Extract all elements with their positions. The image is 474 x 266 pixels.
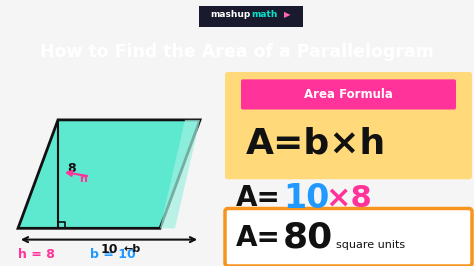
Text: square units: square units xyxy=(336,240,405,250)
Text: h: h xyxy=(79,174,87,184)
Text: 10: 10 xyxy=(100,243,118,256)
Text: ▶: ▶ xyxy=(284,10,291,19)
Text: b = 10: b = 10 xyxy=(90,248,136,261)
Text: A=: A= xyxy=(236,184,281,212)
FancyBboxPatch shape xyxy=(225,209,472,266)
Text: 80: 80 xyxy=(283,221,333,255)
FancyBboxPatch shape xyxy=(199,6,303,27)
Text: Area Formula: Area Formula xyxy=(304,88,393,101)
Text: math: math xyxy=(251,10,278,19)
Text: How to Find the Area of a Parallelogram: How to Find the Area of a Parallelogram xyxy=(40,43,434,61)
Text: ×8: ×8 xyxy=(325,184,372,213)
Polygon shape xyxy=(18,120,200,228)
Text: ←b: ←b xyxy=(124,244,141,254)
Text: 10: 10 xyxy=(283,182,329,215)
FancyBboxPatch shape xyxy=(225,72,472,179)
Text: A=: A= xyxy=(236,224,281,252)
Polygon shape xyxy=(160,120,200,228)
Text: 8: 8 xyxy=(67,163,76,175)
Text: h = 8: h = 8 xyxy=(18,248,55,261)
Text: A=b×h: A=b×h xyxy=(246,126,386,160)
Text: mashup: mashup xyxy=(210,10,250,19)
FancyBboxPatch shape xyxy=(241,79,456,110)
